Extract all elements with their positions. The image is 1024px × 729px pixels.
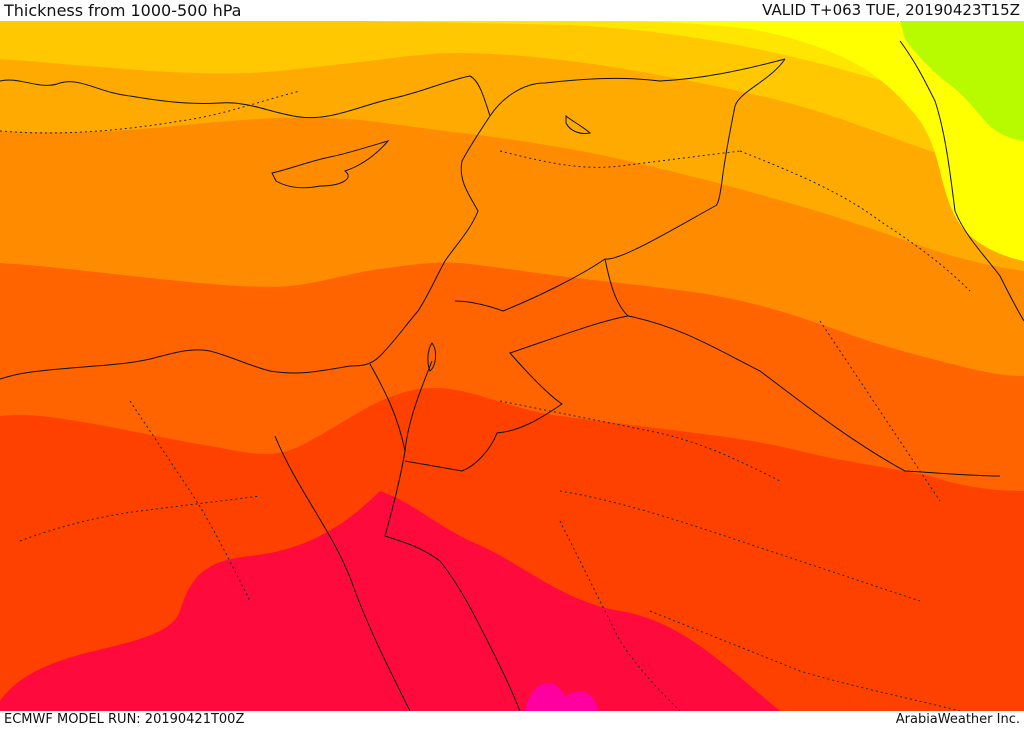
band-yellow [600,21,1024,261]
credit: ArabiaWeather Inc. [895,712,1020,727]
thickness-map[interactable] [0,21,1024,711]
coastlines [0,75,592,711]
valid-time: VALID T+063 TUE, 20190423T15Z [762,1,1020,19]
band-lime [900,21,1024,141]
province-boundaries [0,90,971,711]
map-header: Thickness from 1000-500 hPa VALID T+063 … [0,0,1024,21]
band-magenta [525,682,598,711]
country-borders [369,40,1024,477]
map-footer: ECMWF MODEL RUN: 20190421T00Z ArabiaWeat… [0,711,1024,729]
model-run: ECMWF MODEL RUN: 20190421T00Z [4,712,245,727]
band-gold [0,21,1024,171]
map-title: Thickness from 1000-500 hPa [4,1,242,20]
